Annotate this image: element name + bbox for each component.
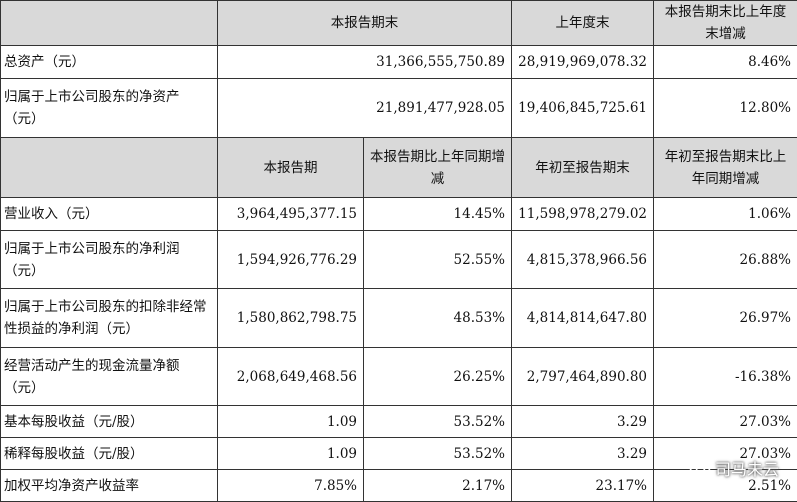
- cell-value: 26.97%: [654, 289, 797, 348]
- cell-value: 4,814,814,647.80: [512, 289, 654, 348]
- table-row: 经营活动产生的现金流量净额（元） 2,068,649,468.56 26.25%…: [1, 348, 797, 406]
- cell-value: 53.52%: [364, 438, 512, 470]
- cell-value: 11,598,978,279.02: [512, 198, 654, 231]
- row-label: 加权平均净资产收益率: [1, 470, 218, 502]
- cell-value: 52.55%: [364, 231, 512, 289]
- s1-h3: 本报告期末比上年度末增减: [654, 1, 797, 46]
- row-label: 经营活动产生的现金流量净额（元）: [1, 348, 218, 406]
- table-row: 基本每股收益（元/股） 1.09 53.52% 3.29 27.03%: [1, 406, 797, 438]
- cell-value: 19,406,845,725.61: [512, 79, 654, 138]
- section1-header-row: 本报告期末 上年度末 本报告期末比上年度末增减: [1, 1, 797, 46]
- watermark-text: 司马未云: [715, 456, 779, 480]
- table-row: 营业收入（元） 3,964,495,377.15 14.45% 11,598,9…: [1, 198, 797, 231]
- table-row: 归属于上市公司股东的净资产（元） 21,891,477,928.05 19,40…: [1, 79, 797, 138]
- cell-value: 48.53%: [364, 289, 512, 348]
- cell-value: 28,919,969,078.32: [512, 46, 654, 79]
- cell-value: -16.38%: [654, 348, 797, 406]
- watermark: 司马未云: [689, 456, 779, 480]
- cell-value: 3,964,495,377.15: [218, 198, 364, 231]
- cell-value: 26.88%: [654, 231, 797, 289]
- row-label: 基本每股收益（元/股）: [1, 406, 218, 438]
- s2-h3: 年初至报告期末: [512, 138, 654, 198]
- cell-value: 8.46%: [654, 46, 797, 79]
- cell-value: 1.09: [218, 406, 364, 438]
- cell-value: 31,366,555,750.89: [218, 46, 512, 79]
- cell-value: 1.06%: [654, 198, 797, 231]
- cell-value: 1.09: [218, 438, 364, 470]
- row-label: 归属于上市公司股东的净利润（元）: [1, 231, 218, 289]
- cell-value: 1,580,862,798.75: [218, 289, 364, 348]
- s2-h0: [1, 138, 218, 198]
- row-label: 营业收入（元）: [1, 198, 218, 231]
- s1-h2: 上年度末: [512, 1, 654, 46]
- s1-h1: 本报告期末: [218, 1, 512, 46]
- s2-h4: 年初至报告期末比上年同期增减: [654, 138, 797, 198]
- cell-value: 2,068,649,468.56: [218, 348, 364, 406]
- cell-value: 4,815,378,966.56: [512, 231, 654, 289]
- cell-value: 3.29: [512, 406, 654, 438]
- table-row: 稀释每股收益（元/股） 1.09 53.52% 3.29 27.03%: [1, 438, 797, 470]
- table-row: 归属于上市公司股东的扣除非经常性损益的净利润（元） 1,580,862,798.…: [1, 289, 797, 348]
- cell-value: 26.25%: [364, 348, 512, 406]
- cell-value: 7.85%: [218, 470, 364, 502]
- s2-h2: 本报告期比上年同期增减: [364, 138, 512, 198]
- cell-value: 21,891,477,928.05: [218, 79, 512, 138]
- row-label: 稀释每股收益（元/股）: [1, 438, 218, 470]
- cell-value: 27.03%: [654, 406, 797, 438]
- table-row: 总资产（元） 31,366,555,750.89 28,919,969,078.…: [1, 46, 797, 79]
- cell-value: 1,594,926,776.29: [218, 231, 364, 289]
- wechat-icon: [689, 460, 711, 477]
- row-label: 归属于上市公司股东的净资产（元）: [1, 79, 218, 138]
- table-row: 归属于上市公司股东的净利润（元） 1,594,926,776.29 52.55%…: [1, 231, 797, 289]
- s2-h1: 本报告期: [218, 138, 364, 198]
- section2-header-row: 本报告期 本报告期比上年同期增减 年初至报告期末 年初至报告期末比上年同期增减: [1, 138, 797, 198]
- row-label: 归属于上市公司股东的扣除非经常性损益的净利润（元）: [1, 289, 218, 348]
- table-row: 加权平均净资产收益率 7.85% 2.17% 23.17% 2.51%: [1, 470, 797, 502]
- cell-value: 53.52%: [364, 406, 512, 438]
- cell-value: 3.29: [512, 438, 654, 470]
- cell-value: 12.80%: [654, 79, 797, 138]
- cell-value: 2,797,464,890.80: [512, 348, 654, 406]
- s1-h0: [1, 1, 218, 46]
- cell-value: 2.17%: [364, 470, 512, 502]
- row-label: 总资产（元）: [1, 46, 218, 79]
- cell-value: 23.17%: [512, 470, 654, 502]
- cell-value: 14.45%: [364, 198, 512, 231]
